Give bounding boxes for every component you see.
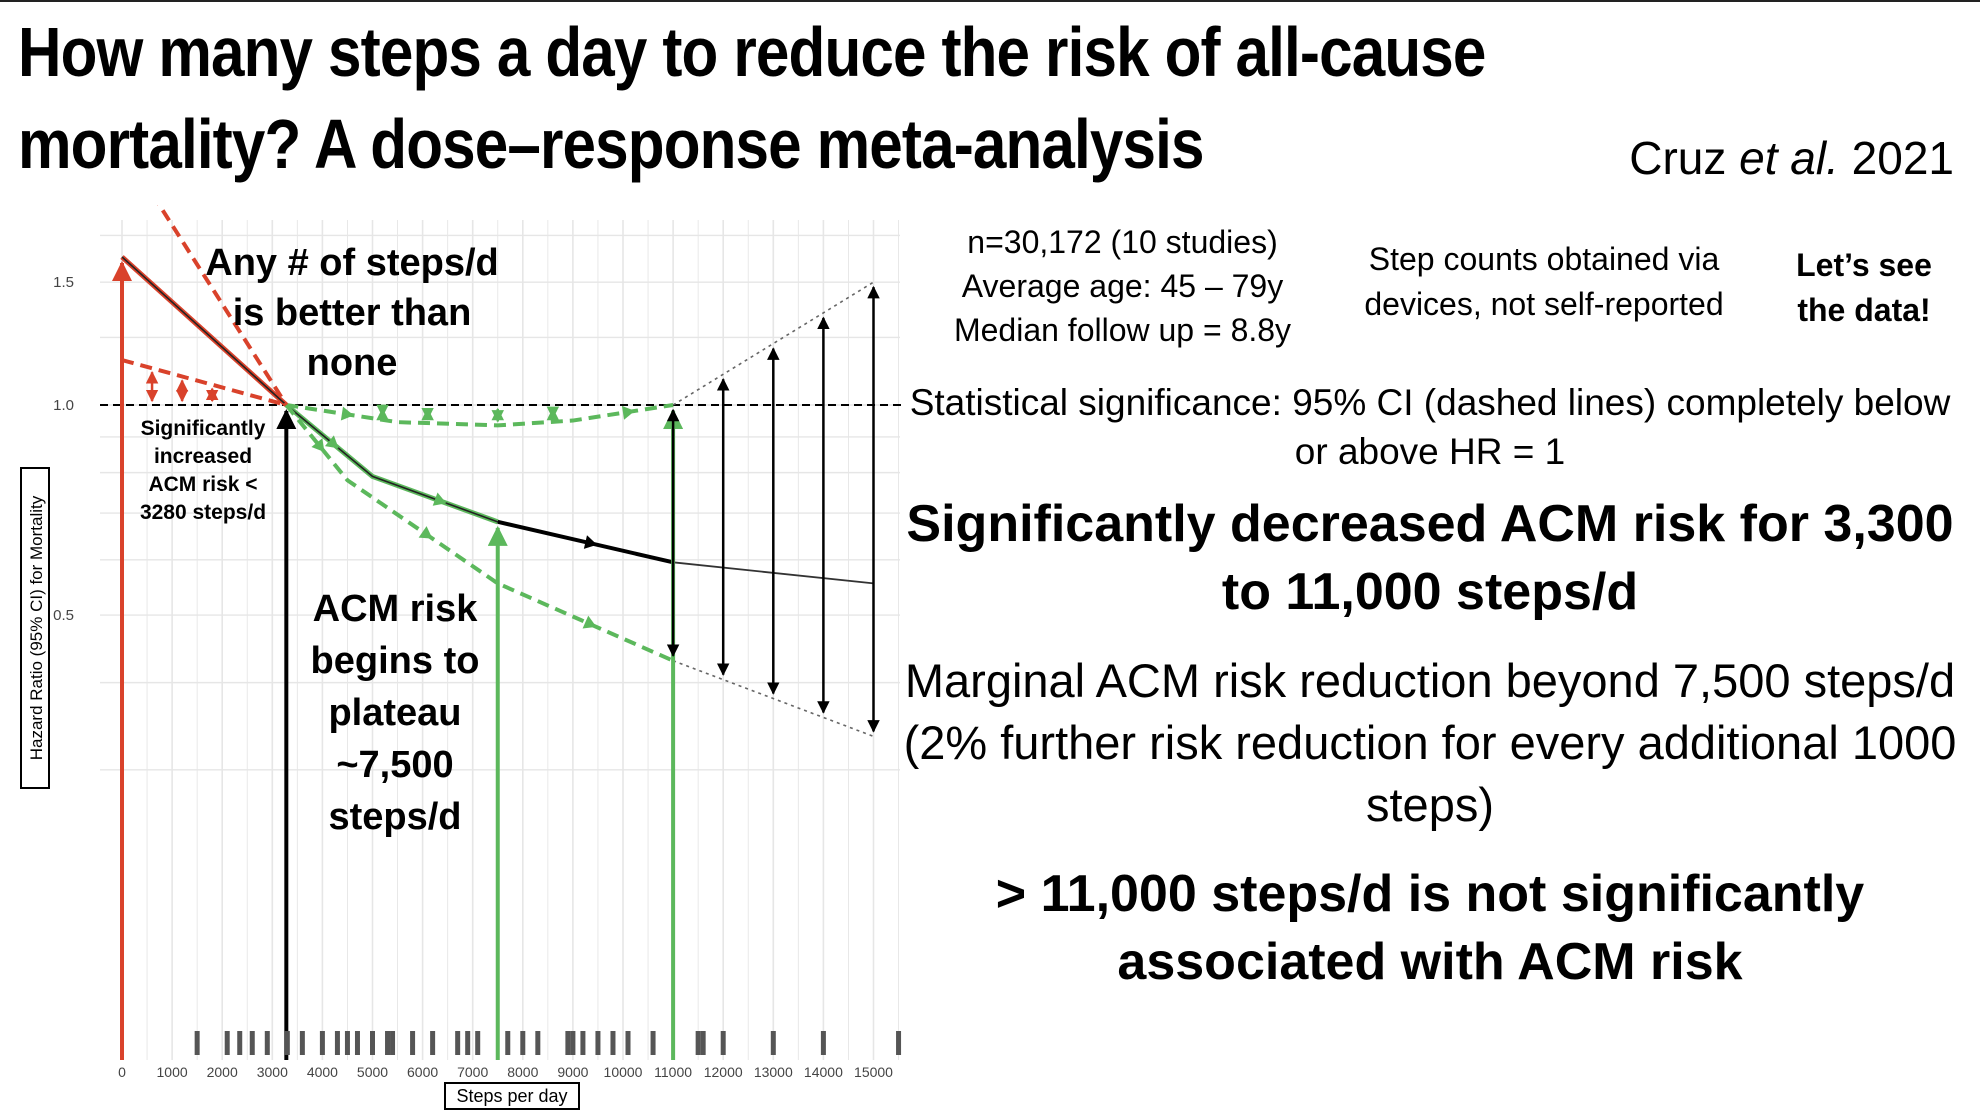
hr-curve-black-overlay [121,256,287,406]
hazard-ratio-chart: 0.51.01.52.02.50100020003000400050006000… [53,205,905,1080]
citation: Cruz et al. 2021 [1629,132,1954,184]
rug-mark [770,1031,776,1055]
axis-ticks: 0.51.01.52.02.50100020003000400050006000… [53,274,893,1080]
x-tick-label: 15000 [854,1064,893,1080]
x-tick-label: 1000 [157,1064,188,1080]
rug-mark [695,1031,701,1055]
stat-followup: Median follow up = 8.8y [953,312,1292,348]
rug-mark [625,1031,631,1055]
citation-etal: et al. [1739,132,1839,184]
y-axis-label: Hazard Ratio (95% CI) for Mortality [20,467,50,789]
x-tick-label: 10000 [604,1064,643,1080]
rug-mark [284,1031,290,1055]
x-tick-label: 2000 [207,1064,238,1080]
curve-direction-arrowhead [582,615,597,629]
rug-marks [194,1031,902,1055]
significance-note: Statistical significance: 95% CI (dashed… [909,382,1951,472]
page-title: How many steps a day to reduce the risk … [18,13,1486,183]
upper-ci-dashed [286,403,674,428]
hr-curve-central [285,404,674,564]
rug-mark [610,1031,616,1055]
x-tick-label: 9000 [557,1064,588,1080]
rug-mark [354,1031,360,1055]
x-tick-label: 11000 [654,1064,692,1080]
lets-see-note: Let’s see the data! [1796,247,1932,328]
x-tick-label: 8000 [507,1064,538,1080]
rug-mark [820,1031,826,1055]
rug-mark [385,1031,391,1055]
rug-mark [430,1031,436,1055]
rug-mark [237,1031,243,1055]
x-tick-label: 6000 [407,1064,438,1080]
rug-mark [299,1031,305,1055]
rug-mark [580,1031,586,1055]
rug-mark [319,1031,325,1055]
rug-mark [224,1031,230,1055]
rug-mark [390,1031,396,1055]
y-tick-label: 1.0 [53,397,74,414]
rug-mark [194,1031,200,1055]
any-steps-annotation: Any # of steps/d is better than none [205,242,499,384]
x-tick-label: 4000 [307,1064,338,1080]
increased-risk-annotation: Significantly increased ACM risk < 3280 … [139,417,267,524]
curve-direction-arrowhead [432,492,447,506]
rug-mark [595,1031,601,1055]
citation-year: 2021 [1851,132,1954,184]
curve-direction-arrowhead [418,526,433,539]
x-tick-label: 12000 [704,1064,743,1080]
rug-mark [370,1031,375,1055]
x-tick-label: 0 [118,1064,126,1080]
lower-ci-red-dashed [121,358,287,407]
rug-mark [475,1031,481,1055]
x-tick-label: 14000 [804,1064,843,1080]
top-border [0,0,1980,2]
rug-mark [535,1031,541,1055]
citation-author: Cruz [1629,132,1727,184]
rug-mark [410,1031,416,1055]
decreased-risk-finding: Significantly decreased ACM risk for 3,3… [906,495,1954,621]
curve-direction-arrowhead [621,405,635,420]
rug-mark [334,1031,340,1055]
curve-direction-arrowhead [324,435,339,449]
rug-mark [650,1031,656,1055]
x-tick-label: 5000 [357,1064,388,1080]
extrapolated-ci-line [672,659,874,738]
upper-ci-red-dashed [157,205,289,407]
stat-sample: n=30,172 (10 studies) [967,224,1278,260]
curve-direction-arrowhead [311,438,325,452]
x-tick-label: 13000 [754,1064,793,1080]
curve-direction-arrowhead [583,535,598,549]
study-stats: n=30,172 (10 studies) Average age: 45 – … [905,220,1340,352]
curve-direction-arrowhead [340,406,354,421]
device-note: Step counts obtained via devices, not se… [1364,241,1724,322]
rug-mark [570,1031,576,1055]
rug-mark [720,1031,726,1055]
rug-mark [520,1031,526,1055]
rug-mark [455,1031,461,1055]
y-tick-label: 0.5 [53,607,74,624]
x-axis-label: Steps per day [444,1082,580,1110]
rug-mark [344,1031,350,1055]
x-tick-label: 7000 [457,1064,488,1080]
marginal-reduction-finding: Marginal ACM risk reduction beyond 7,500… [903,654,1957,831]
rug-mark [505,1031,511,1055]
annotation-arrows [112,260,880,1060]
rug-mark [249,1031,255,1055]
plateau-annotation: ACM risk begins to plateau ~7,500 steps/… [310,588,480,838]
y-tick-label: 1.5 [53,274,74,291]
rug-mark [565,1031,571,1055]
hr-curve-black-segment [497,519,674,565]
rug-mark [465,1031,471,1055]
rug-mark [896,1031,902,1055]
not-significant-finding: > 11,000 steps/d is not significantly as… [995,865,1865,991]
rug-mark [700,1031,706,1055]
stat-age: Average age: 45 – 79y [961,268,1284,304]
x-tick-label: 3000 [257,1064,288,1080]
rug-mark [264,1031,270,1055]
